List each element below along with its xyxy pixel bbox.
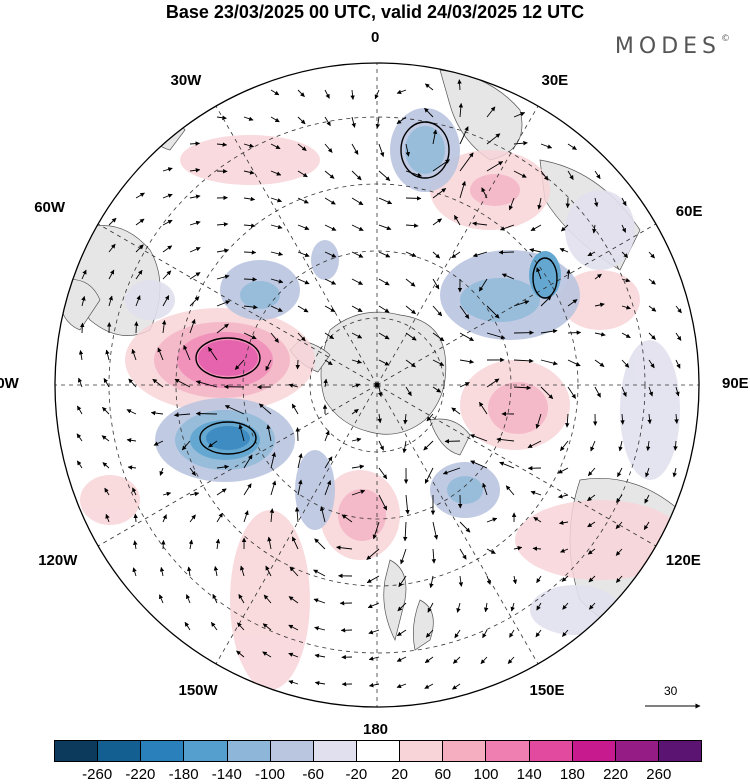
colorbar-swatch [573,741,616,761]
wind-vector [406,198,421,199]
colorbar-tick-label: 100 [473,766,498,783]
colorbar-tick-label: -100 [255,766,285,783]
wind-vector [163,540,164,549]
colorbar-tick-label: 220 [603,766,628,783]
colorbar-tick-label: -20 [346,766,368,783]
colorbar-swatch [271,741,314,761]
reference-vector-label: 30 [664,684,677,698]
colorbar-swatch [228,741,271,761]
polar-stereographic-map [0,0,750,740]
wind-vector [568,332,581,333]
wind-vector [244,252,256,253]
colorbar-swatch [530,741,573,761]
colorbar-tick-label: 260 [646,766,671,783]
wind-vector [136,322,137,333]
colorbar-swatch [443,741,486,761]
colorbar-tick-label: 60 [434,766,451,783]
colorbar-tick-label: -260 [82,766,112,783]
south-pole-marker [375,383,380,388]
colorbar-tick-label: -140 [212,766,242,783]
colorbar-swatch [314,741,357,761]
wind-vector [298,428,299,441]
meridian-label: 0 [371,29,379,46]
meridian-label: 60W [34,199,65,216]
meridian-label: 90W [0,375,19,392]
meridian-label: 150E [530,682,565,699]
meridian-label: 30E [542,72,569,89]
colorbar-swatch [141,741,184,761]
meridian-label: 120W [38,552,77,569]
wind-vector [196,414,217,415]
colorbar [54,740,702,762]
colorbar-swatch [659,741,701,761]
colorbar-tick-label: 140 [517,766,542,783]
wind-vector [82,323,83,333]
colorbar-swatch [357,741,400,761]
meridian-label: 30W [171,72,202,89]
meridian-label: 90E [722,375,749,392]
meridian-label: 180 [363,721,388,738]
colorbar-swatch [184,741,227,761]
colorbar-swatch [400,741,443,761]
meridian-label: 120E [666,552,701,569]
meridian-label: 60E [676,203,703,220]
colorbar-swatch [616,741,659,761]
colorbar-tick-label: -60 [302,766,324,783]
colorbar-tick-label: -180 [169,766,199,783]
colorbar-tick-label: -220 [125,766,155,783]
wind-vector [298,360,299,369]
colorbar-swatch [98,741,141,761]
colorbar-swatch [55,741,98,761]
colorbar-tick-label: 20 [391,766,408,783]
colorbar-tick-label: 180 [560,766,585,783]
colorbar-swatch [486,741,529,761]
wind-vector [244,279,257,280]
wind-vector [499,252,514,253]
meridian-label: 150W [179,682,218,699]
colorbar-tick-labels: -260 -220 -180 -140 -100 -60 -20 20 60 100 140 180 2… [0,766,750,784]
